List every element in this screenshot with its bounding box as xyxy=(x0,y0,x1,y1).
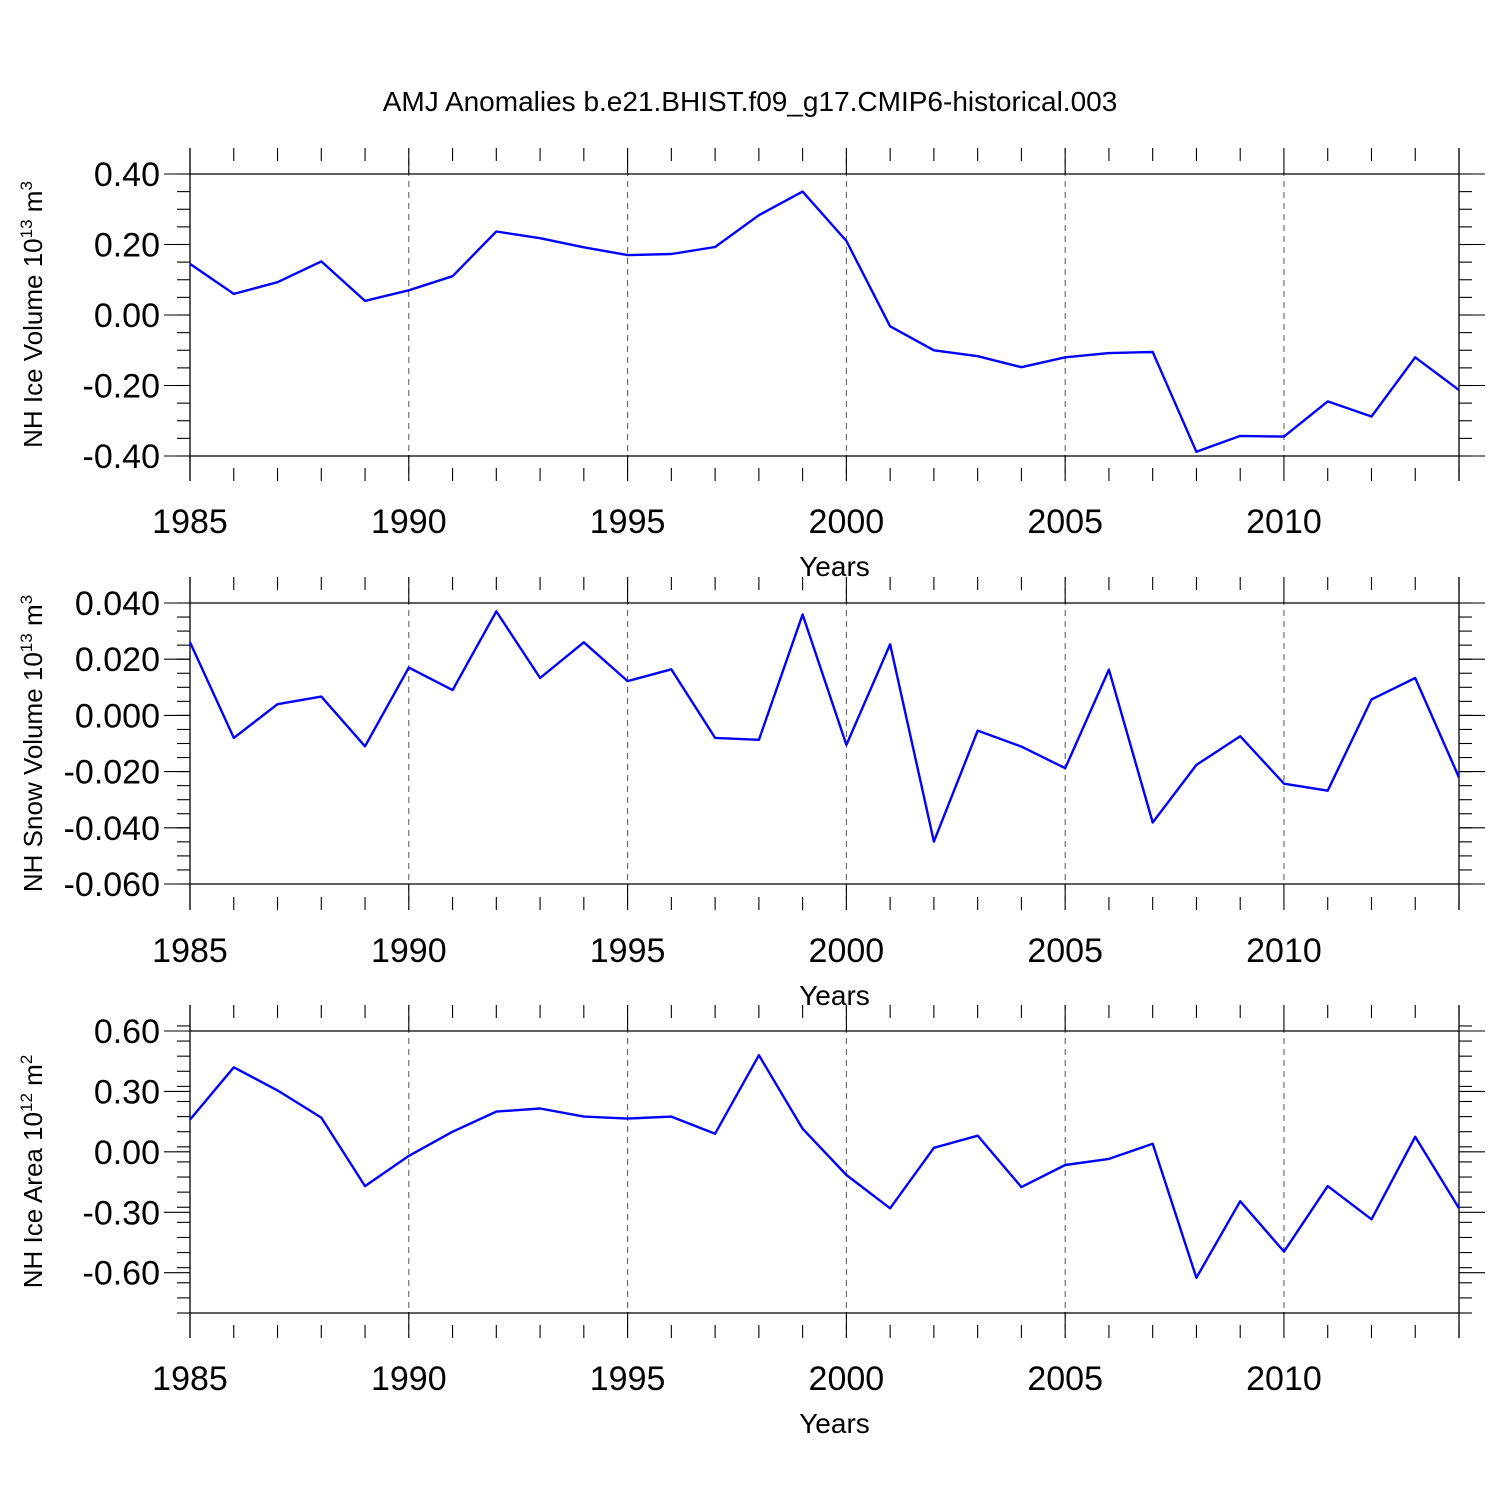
y-axis-label: NH Ice Area 1012 m2 xyxy=(17,1055,48,1289)
y-tick-label: -0.20 xyxy=(83,368,161,406)
chart-panels: 0.40 0.20 0.00 -0.20 -0.40 1985 1990 1995 2000 20… xyxy=(17,148,1485,1439)
data-series-line xyxy=(189,190,1460,453)
y-tick-label: -0.60 xyxy=(83,1255,161,1293)
x-tick-label: 1985 xyxy=(152,1360,228,1398)
x-tick-label: 1990 xyxy=(371,1360,447,1398)
x-tick-label: 2005 xyxy=(1027,1360,1103,1398)
y-tick-label: 0.00 xyxy=(94,1134,160,1172)
x-tick-label: 1985 xyxy=(152,503,228,541)
x-tick-label: 1985 xyxy=(152,932,228,970)
x-tick-label: 2000 xyxy=(809,503,885,541)
x-tick-label: 1995 xyxy=(590,503,666,541)
y-tick-label: 0.20 xyxy=(94,227,160,265)
y-tick-label: 0.000 xyxy=(75,697,160,735)
chart-panel-2: 0.040 0.020 0.000 -0.020 -0.040 -0.060 1985 199… xyxy=(17,577,1485,1011)
y-tick-label: -0.040 xyxy=(64,810,160,848)
x-tick-label: 2005 xyxy=(1027,932,1103,970)
y-tick-label: 0.040 xyxy=(75,585,160,623)
y-tick-label: 0.60 xyxy=(94,1013,160,1051)
y-tick-label: -0.40 xyxy=(83,438,161,476)
data-series-line xyxy=(189,1053,1461,1280)
y-tick-label: 0.30 xyxy=(94,1073,160,1111)
data-series-line xyxy=(188,610,1461,843)
x-tick-label: 1990 xyxy=(371,932,447,970)
x-tick-label: 1995 xyxy=(590,932,666,970)
x-tick-label: 1990 xyxy=(371,503,447,541)
y-tick-label: 0.40 xyxy=(94,156,160,194)
x-tick-label: 2010 xyxy=(1246,503,1322,541)
chart-panel-3: 0.60 0.30 0.00 -0.30 -0.60 1985 1990 1995 2000 20… xyxy=(17,1005,1485,1439)
x-tick-label: 2005 xyxy=(1027,503,1103,541)
x-tick-label: 2000 xyxy=(809,1360,885,1398)
chart-panel-1: 0.40 0.20 0.00 -0.20 -0.40 1985 1990 1995 2000 20… xyxy=(17,148,1485,582)
x-tick-label: 2010 xyxy=(1246,1360,1322,1398)
x-axis-label: Years xyxy=(799,980,870,1011)
y-tick-label: 0.00 xyxy=(94,297,160,335)
x-tick-label: 2010 xyxy=(1246,932,1322,970)
x-tick-label: 2000 xyxy=(809,932,885,970)
x-axis-label: Years xyxy=(799,1408,870,1439)
y-axis-label: NH Ice Volume 1013 m3 xyxy=(17,181,48,448)
y-tick-label: -0.30 xyxy=(83,1194,161,1232)
x-tick-label: 1995 xyxy=(590,1360,666,1398)
x-axis-label: Years xyxy=(799,551,870,582)
y-tick-label: 0.020 xyxy=(75,641,160,679)
y-tick-label: -0.060 xyxy=(64,866,160,904)
chart-title: AMJ Anomalies b.e21.BHIST.f09_g17.CMIP6-… xyxy=(383,86,1118,117)
y-axis-label: NH Snow Volume 1013 m3 xyxy=(17,595,48,892)
y-tick-label: -0.020 xyxy=(64,754,160,792)
